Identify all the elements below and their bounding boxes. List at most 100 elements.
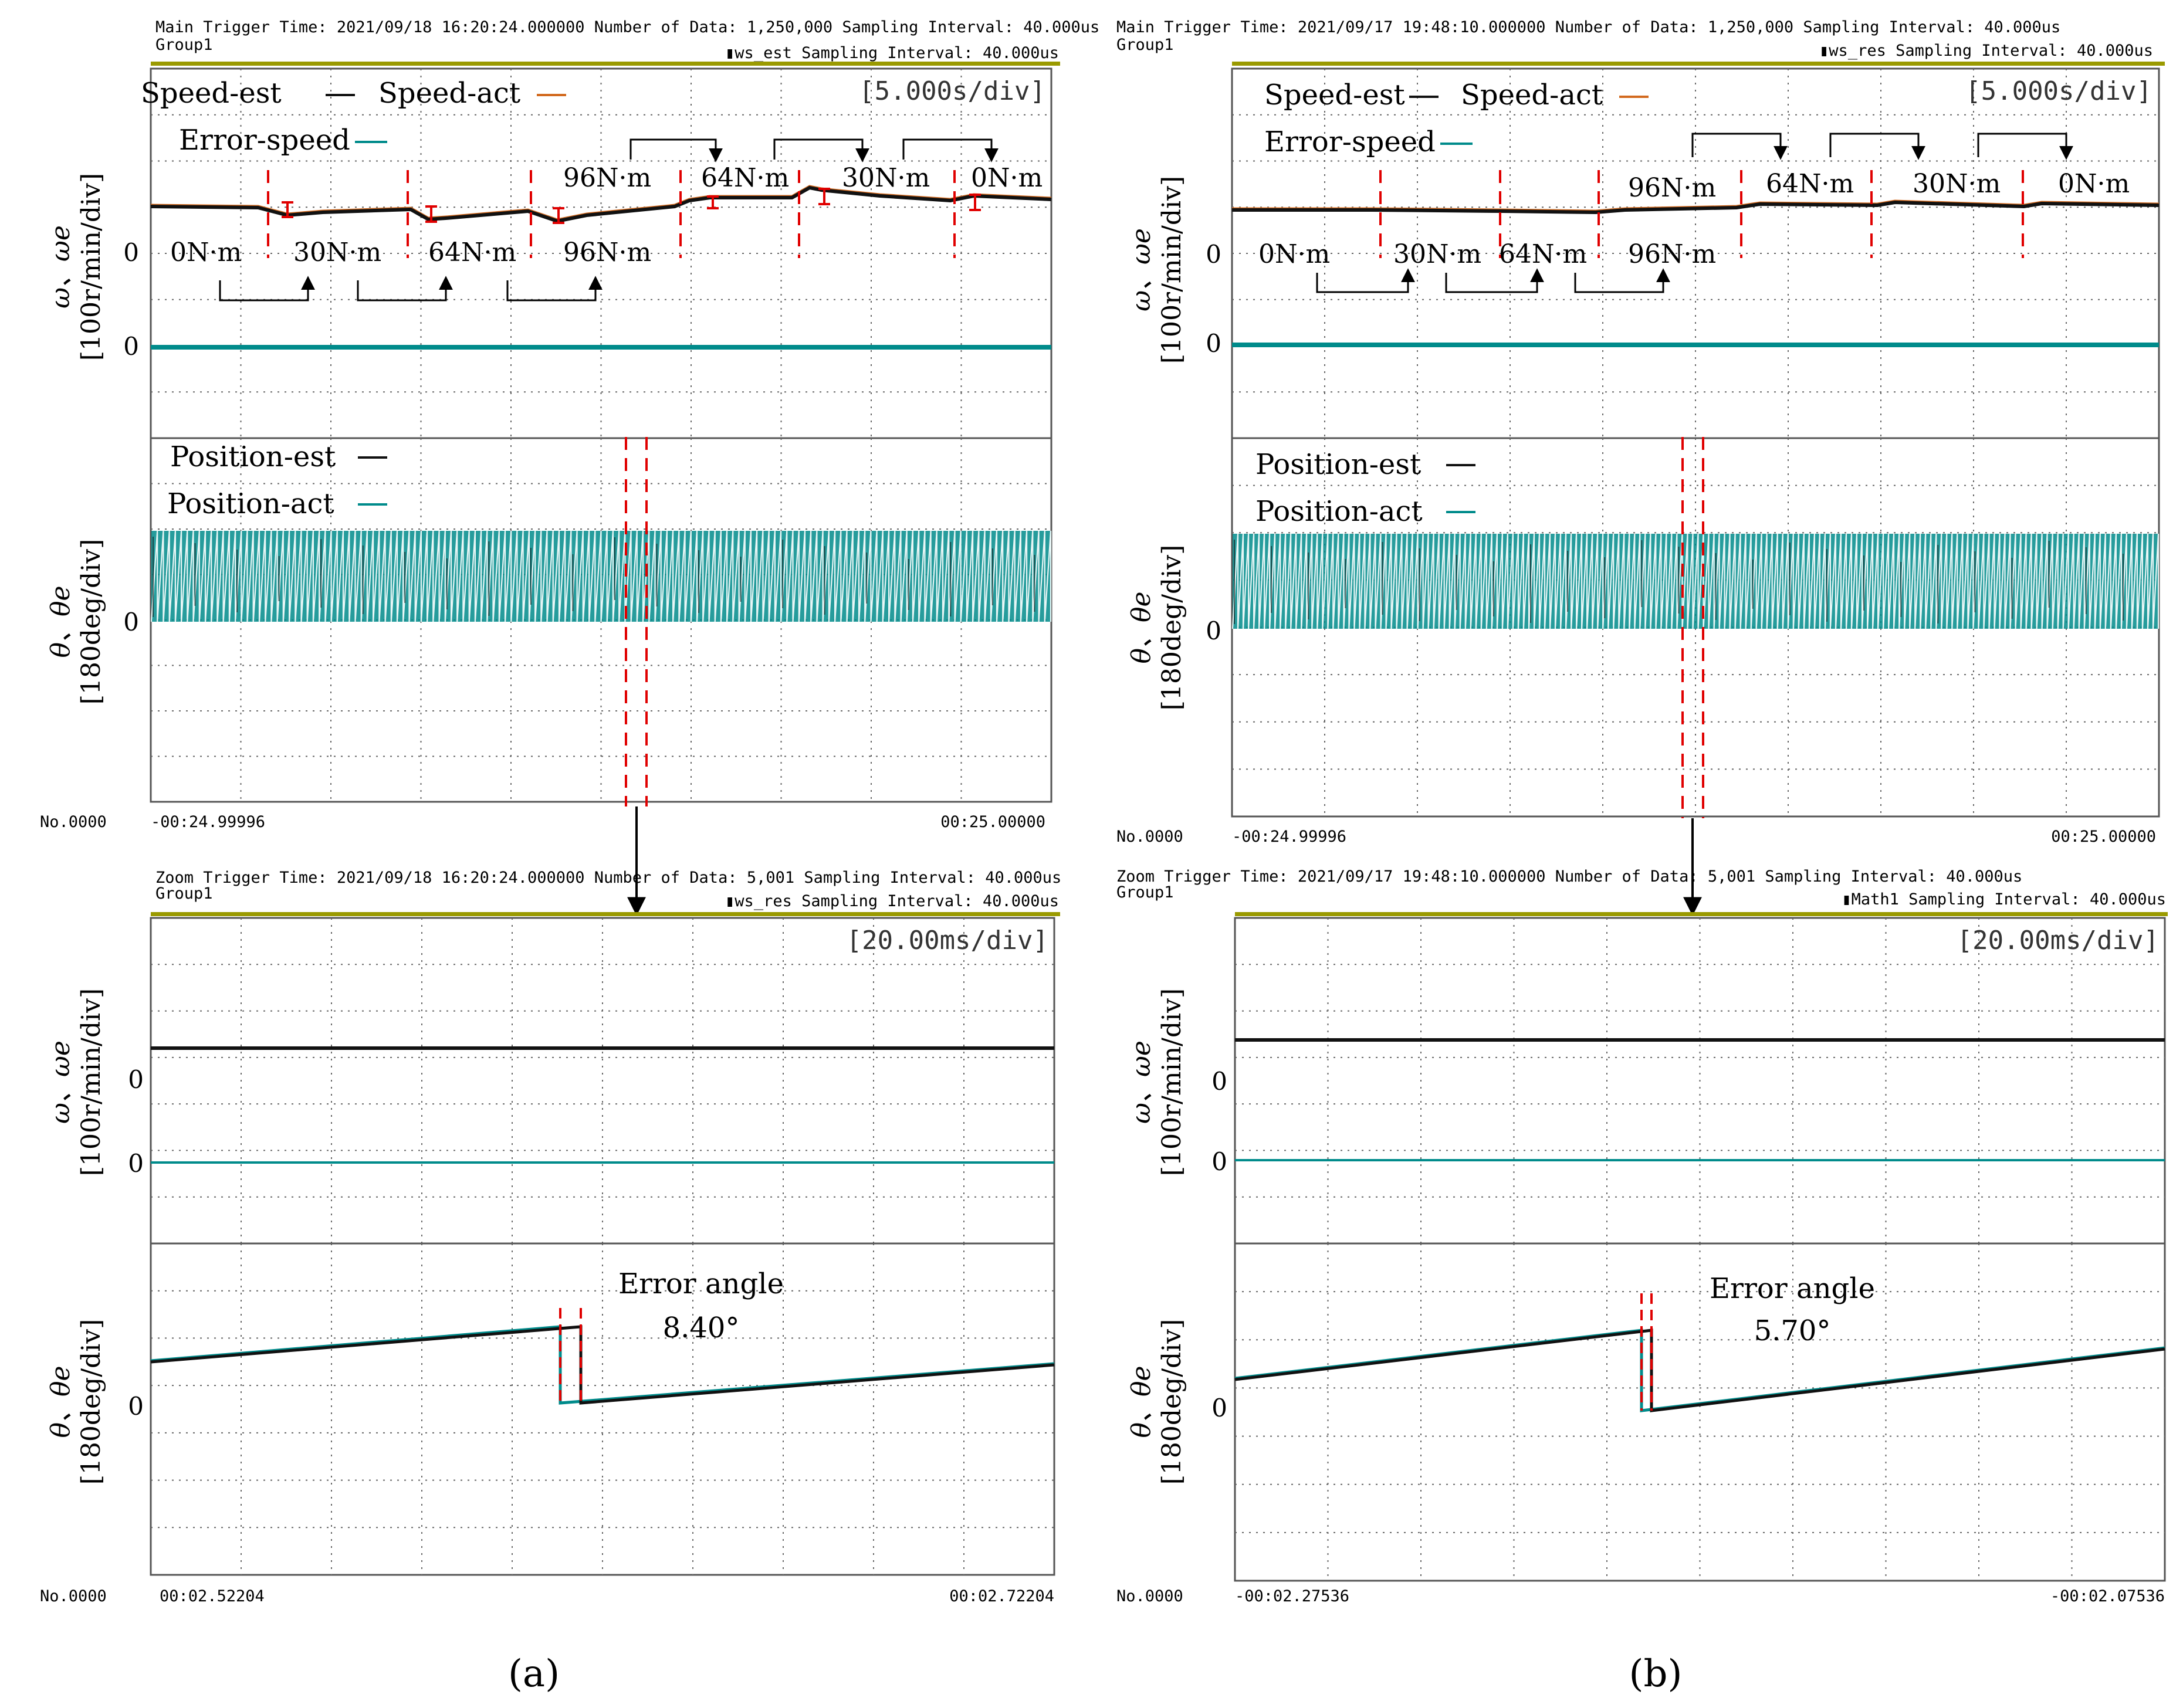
main-header-bar: [1232, 62, 2165, 66]
main-footer-start: -00:24.99996: [1232, 828, 1346, 846]
torque-label: 30N·m: [293, 238, 381, 267]
zoom-timebase: [20.00ms/div]: [847, 926, 1048, 955]
position-sawtooth-band: [1231, 533, 2160, 629]
position-zero-label: 0: [1206, 616, 1221, 645]
position-act-sawtooth: [1231, 533, 2160, 629]
torque-label: 64N·m: [1766, 169, 1854, 199]
zoom-header-line: Zoom Trigger Time: 2021/09/17 19:48:10.0…: [1116, 867, 2022, 886]
zoom-position-est-trace: [1234, 1329, 2165, 1412]
zoom-position-axis-symbol: θ、θe: [1126, 1365, 1156, 1438]
zoom-window-markers: [1681, 437, 1704, 818]
speed-axis-unit: [100r/min/div]: [76, 173, 106, 361]
torque-label: 96N·m: [563, 163, 651, 193]
zoom-speed-axis-unit: [100r/min/div]: [76, 988, 106, 1176]
position-axis-unit: [180deg/div]: [76, 539, 106, 705]
main-footer-start: -00:24.99996: [151, 813, 265, 831]
main-speed-grid: [151, 69, 1051, 438]
zoom-position-axis-symbol: θ、θe: [46, 1365, 76, 1438]
zoom-position-zero: 0: [1211, 1394, 1227, 1422]
main-header-group: Group1: [155, 36, 213, 54]
legend-position-act: Position-act: [1255, 495, 1423, 528]
zoom-position-axis-unit: [180deg/div]: [1157, 1319, 1187, 1485]
main-timebase: [5.000s/div]: [1965, 76, 2152, 106]
torque-label: 30N·m: [842, 163, 930, 193]
position-axis-symbol: θ、θe: [46, 585, 76, 658]
torque-label: 64N·m: [701, 163, 789, 193]
step-arrows: [219, 138, 999, 301]
torque-label: 0N·m: [2058, 169, 2130, 199]
zoom-header-sampling: ▮Math1 Sampling Interval: 40.000us: [1842, 890, 2166, 909]
zoom-footer-number: No.0000: [40, 1587, 107, 1605]
main-header-bar: [151, 62, 1060, 66]
main-speed-grid: [1232, 69, 2159, 438]
zoom-speed-zero: 0: [128, 1065, 144, 1094]
legend-position-est: Position-est: [1255, 448, 1421, 481]
zoom-position-grid: [1235, 1243, 2165, 1581]
position-axis-unit: [180deg/div]: [1157, 545, 1187, 711]
position-zero-label: 0: [123, 608, 139, 636]
zoom-error-zero: 0: [128, 1149, 144, 1178]
position-act-sawtooth: [150, 530, 1052, 622]
torque-label: 30N·m: [1913, 169, 2001, 199]
zoom-header-group: Group1: [155, 884, 213, 903]
zoom-footer-start: 00:02.52204: [160, 1587, 265, 1605]
torque-label: 0N·m: [971, 163, 1043, 193]
zoom-speed-grid: [1235, 918, 2165, 1243]
zoom-header-sampling: ▮ws_res Sampling Interval: 40.000us: [725, 892, 1059, 910]
torque-label: 96N·m: [1628, 239, 1716, 269]
position-sawtooth-band: [150, 530, 1052, 622]
zoom-footer-end: 00:02.72204: [949, 1587, 1054, 1605]
error-angle-value: 5.70°: [1754, 1314, 1831, 1347]
speed-axis-symbol: ω、ωe: [46, 225, 76, 309]
main-header-sampling: ▮ws_res Sampling Interval: 40.000us: [1819, 42, 2153, 60]
main-footer-number: No.0000: [40, 813, 107, 831]
torque-label: 96N·m: [1628, 173, 1716, 203]
speed-zero-label: 0: [1206, 240, 1221, 269]
zoom-footer-start: -00:02.27536: [1235, 1587, 1349, 1605]
panel-label-b: (b): [1629, 1652, 1683, 1696]
panel-label-a: (a): [508, 1652, 560, 1696]
zoom-footer-end: -00:02.07536: [2050, 1587, 2165, 1605]
legend-speed-act: Speed-act: [378, 77, 520, 110]
zoom-position-grid: [151, 1243, 1054, 1575]
legend-position-est: Position-est: [170, 440, 336, 473]
panel-a: Main Trigger Time: 2021/09/18 16:20:24.0…: [40, 18, 1099, 1696]
torque-label: 96N·m: [563, 238, 651, 267]
step-arrows: [1316, 133, 2073, 293]
position-est-sawtooth: [1234, 540, 2124, 624]
zoom-error-zero: 0: [1211, 1147, 1227, 1176]
zoom-header-bar: [1235, 912, 2168, 916]
main-footer-end: 00:25.00000: [2051, 828, 2156, 846]
main-header-line: Main Trigger Time: 2021/09/17 19:48:10.0…: [1116, 18, 2060, 36]
zoom-header-group: Group1: [1116, 883, 1174, 902]
legend-error-speed: Error-speed: [1264, 126, 1436, 158]
zoom-speed-axis-symbol: ω、ωe: [46, 1041, 76, 1124]
torque-label: 30N·m: [1393, 239, 1481, 269]
error-zero-label: 0: [123, 332, 139, 361]
main-header-sampling: ▮ws_est Sampling Interval: 40.000us: [725, 44, 1059, 62]
legend-speed-est: Speed-est: [141, 77, 282, 110]
zoom-position-zero: 0: [128, 1392, 144, 1421]
error-angle-title: Error angle: [618, 1268, 784, 1300]
legend-error-speed: Error-speed: [179, 124, 350, 157]
speed-axis-unit: [100r/min/div]: [1157, 176, 1187, 364]
zoom-footer-number: No.0000: [1116, 1587, 1183, 1605]
zoom-header-bar: [151, 912, 1060, 916]
zoom-position-axis-unit: [180deg/div]: [76, 1319, 106, 1485]
legend-speed-act: Speed-act: [1461, 79, 1603, 111]
zoom-speed-axis-symbol: ω、ωe: [1126, 1041, 1156, 1124]
main-footer-number: No.0000: [1116, 828, 1183, 846]
main-header-group: Group1: [1116, 36, 1174, 54]
speed-zero-label: 0: [123, 238, 139, 267]
zoom-header-line: Zoom Trigger Time: 2021/09/18 16:20:24.0…: [155, 869, 1061, 887]
main-header-line: Main Trigger Time: 2021/09/18 16:20:24.0…: [155, 18, 1099, 36]
speed-axis-symbol: ω、ωe: [1126, 228, 1156, 311]
error-angle-value: 8.40°: [663, 1312, 740, 1344]
legend-position-act: Position-act: [167, 487, 334, 520]
load-step-markers: [1379, 170, 2024, 258]
main-timebase: [5.000s/div]: [859, 76, 1045, 106]
speed-est-trace: [1232, 200, 2160, 215]
position-est-sawtooth: [153, 537, 1035, 617]
speed-est-trace: [150, 185, 1052, 223]
